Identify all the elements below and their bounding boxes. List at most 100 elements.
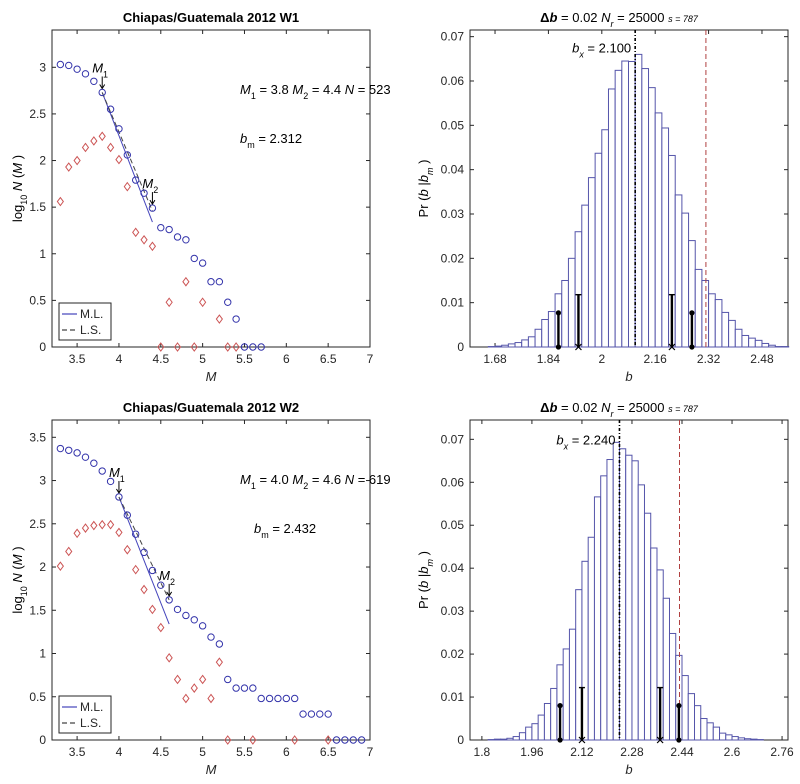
y-label-open: ( (416, 587, 431, 596)
cumulative-point (182, 236, 190, 244)
y-label-bar: | (416, 182, 431, 189)
histogram-bar (700, 718, 708, 741)
m1-marker-sub: 1 (103, 69, 108, 79)
histogram-bar (506, 737, 514, 741)
histogram-bar (531, 723, 539, 741)
m1-marker-letter: M (109, 465, 120, 480)
cumulative-point (282, 694, 291, 703)
m2-arrow-head (166, 591, 173, 597)
x-tick-label: 2.16 (644, 352, 668, 366)
y-axis-label: log10 N (M ) (10, 546, 29, 613)
histogram-bar (694, 268, 703, 348)
y-tick-label: 0.03 (441, 207, 465, 221)
histogram-bar (621, 60, 629, 348)
incremental-point (140, 234, 148, 245)
incremental-point (132, 564, 140, 575)
histogram-bar (521, 339, 529, 348)
bx-sub: x (563, 441, 569, 451)
incremental-point (173, 342, 182, 352)
cumulative-point (232, 684, 240, 692)
histogram-bar (501, 344, 509, 348)
bx-letter: b (572, 40, 579, 55)
histogram-bar (541, 319, 549, 348)
y-label-open: ( (416, 196, 431, 205)
histogram-bar (494, 345, 503, 348)
title-bin-width: = 0.02 (557, 10, 601, 25)
histogram-bar (761, 342, 770, 348)
legend: M.L. L.S. (58, 302, 112, 341)
y-tick-label: 2.5 (29, 107, 46, 121)
histogram-bar (514, 342, 523, 348)
incremental-point (81, 142, 90, 153)
y-tick-label: 1 (39, 647, 46, 661)
cumulative-point (81, 453, 90, 461)
incremental-point (182, 276, 190, 287)
histogram-bar (518, 732, 527, 741)
title-n: N (601, 10, 611, 25)
histogram-bar (606, 459, 614, 741)
histogram-bar (561, 279, 569, 348)
y-label-bar: | (416, 574, 431, 581)
incremental-point (132, 227, 140, 238)
confidence-bar-bottom-cap (578, 736, 586, 744)
chart-title: Chiapas/Guatemala 2012 W2 (123, 400, 299, 415)
histogram-bar (648, 87, 656, 348)
x-tick-label: 2.6 (724, 745, 741, 759)
histogram-bar (627, 60, 636, 348)
x-tick-label: 5 (199, 352, 206, 366)
param-m1-letter: M (240, 472, 251, 487)
x-axis-label: b (625, 369, 632, 384)
axes-box (51, 419, 371, 741)
y-tick-label: 0.5 (29, 293, 46, 307)
m2-marker-sub: 2 (153, 185, 158, 195)
histogram-bar (500, 738, 508, 741)
y-label-close: ) (416, 551, 431, 559)
cumulative-point (157, 223, 165, 232)
cumulative-point (165, 225, 173, 234)
histogram-bar (527, 336, 536, 348)
bx-value: = 2.240 (568, 432, 615, 447)
param-m1-value: = 4.0 (256, 472, 293, 487)
incremental-point (81, 523, 90, 533)
histogram-bar (741, 334, 750, 348)
param-m1-value: = 3.8 (256, 82, 293, 97)
cumulative-point (240, 684, 249, 692)
histogram-bar (643, 512, 652, 741)
y-tick-label: 1.5 (29, 603, 46, 617)
incremental-point (123, 544, 131, 555)
histogram-bar (708, 293, 716, 348)
incremental-point (199, 297, 207, 308)
histogram-bar (607, 88, 616, 348)
y-label-paren-close: ) (10, 155, 25, 163)
cumulative-point (81, 70, 90, 78)
bm-annotation: bm = 2.312 (240, 131, 302, 150)
param-n-value: = 619 (354, 472, 391, 487)
m2-marker-letter: M (142, 176, 153, 191)
histogram-bar (568, 628, 577, 741)
x-tick-label: 1.8 (474, 745, 491, 759)
histogram-bar (593, 496, 602, 741)
y-label-M: M (10, 163, 25, 174)
legend: M.L. L.S. (58, 695, 112, 734)
cumulative-point (290, 694, 299, 703)
y-label-log: log (10, 205, 25, 222)
legend-ml-label: M.L. (80, 307, 103, 321)
cumulative-point (257, 343, 265, 351)
cumulative-point (215, 640, 224, 648)
histogram-bar (537, 714, 545, 741)
y-label-pr: Pr (416, 204, 431, 218)
x-tick-label: 5 (199, 745, 206, 759)
incremental-point (106, 519, 115, 530)
cumulative-point (198, 259, 207, 267)
bx-annotation: bx = 2.240 (556, 432, 615, 451)
y-label-close: ) (416, 160, 431, 168)
m2-arrow-head (149, 199, 156, 206)
x-tick-label: 4 (116, 352, 123, 366)
title-n-value: = 25000 (614, 10, 669, 25)
histogram-bar (687, 693, 696, 741)
incremental-point (224, 342, 232, 352)
chart-title: Chiapas/Guatemala 2012 W1 (123, 10, 299, 25)
ls-fit-line (118, 496, 170, 601)
bx-sub: x (578, 49, 584, 59)
incremental-point (148, 241, 157, 252)
